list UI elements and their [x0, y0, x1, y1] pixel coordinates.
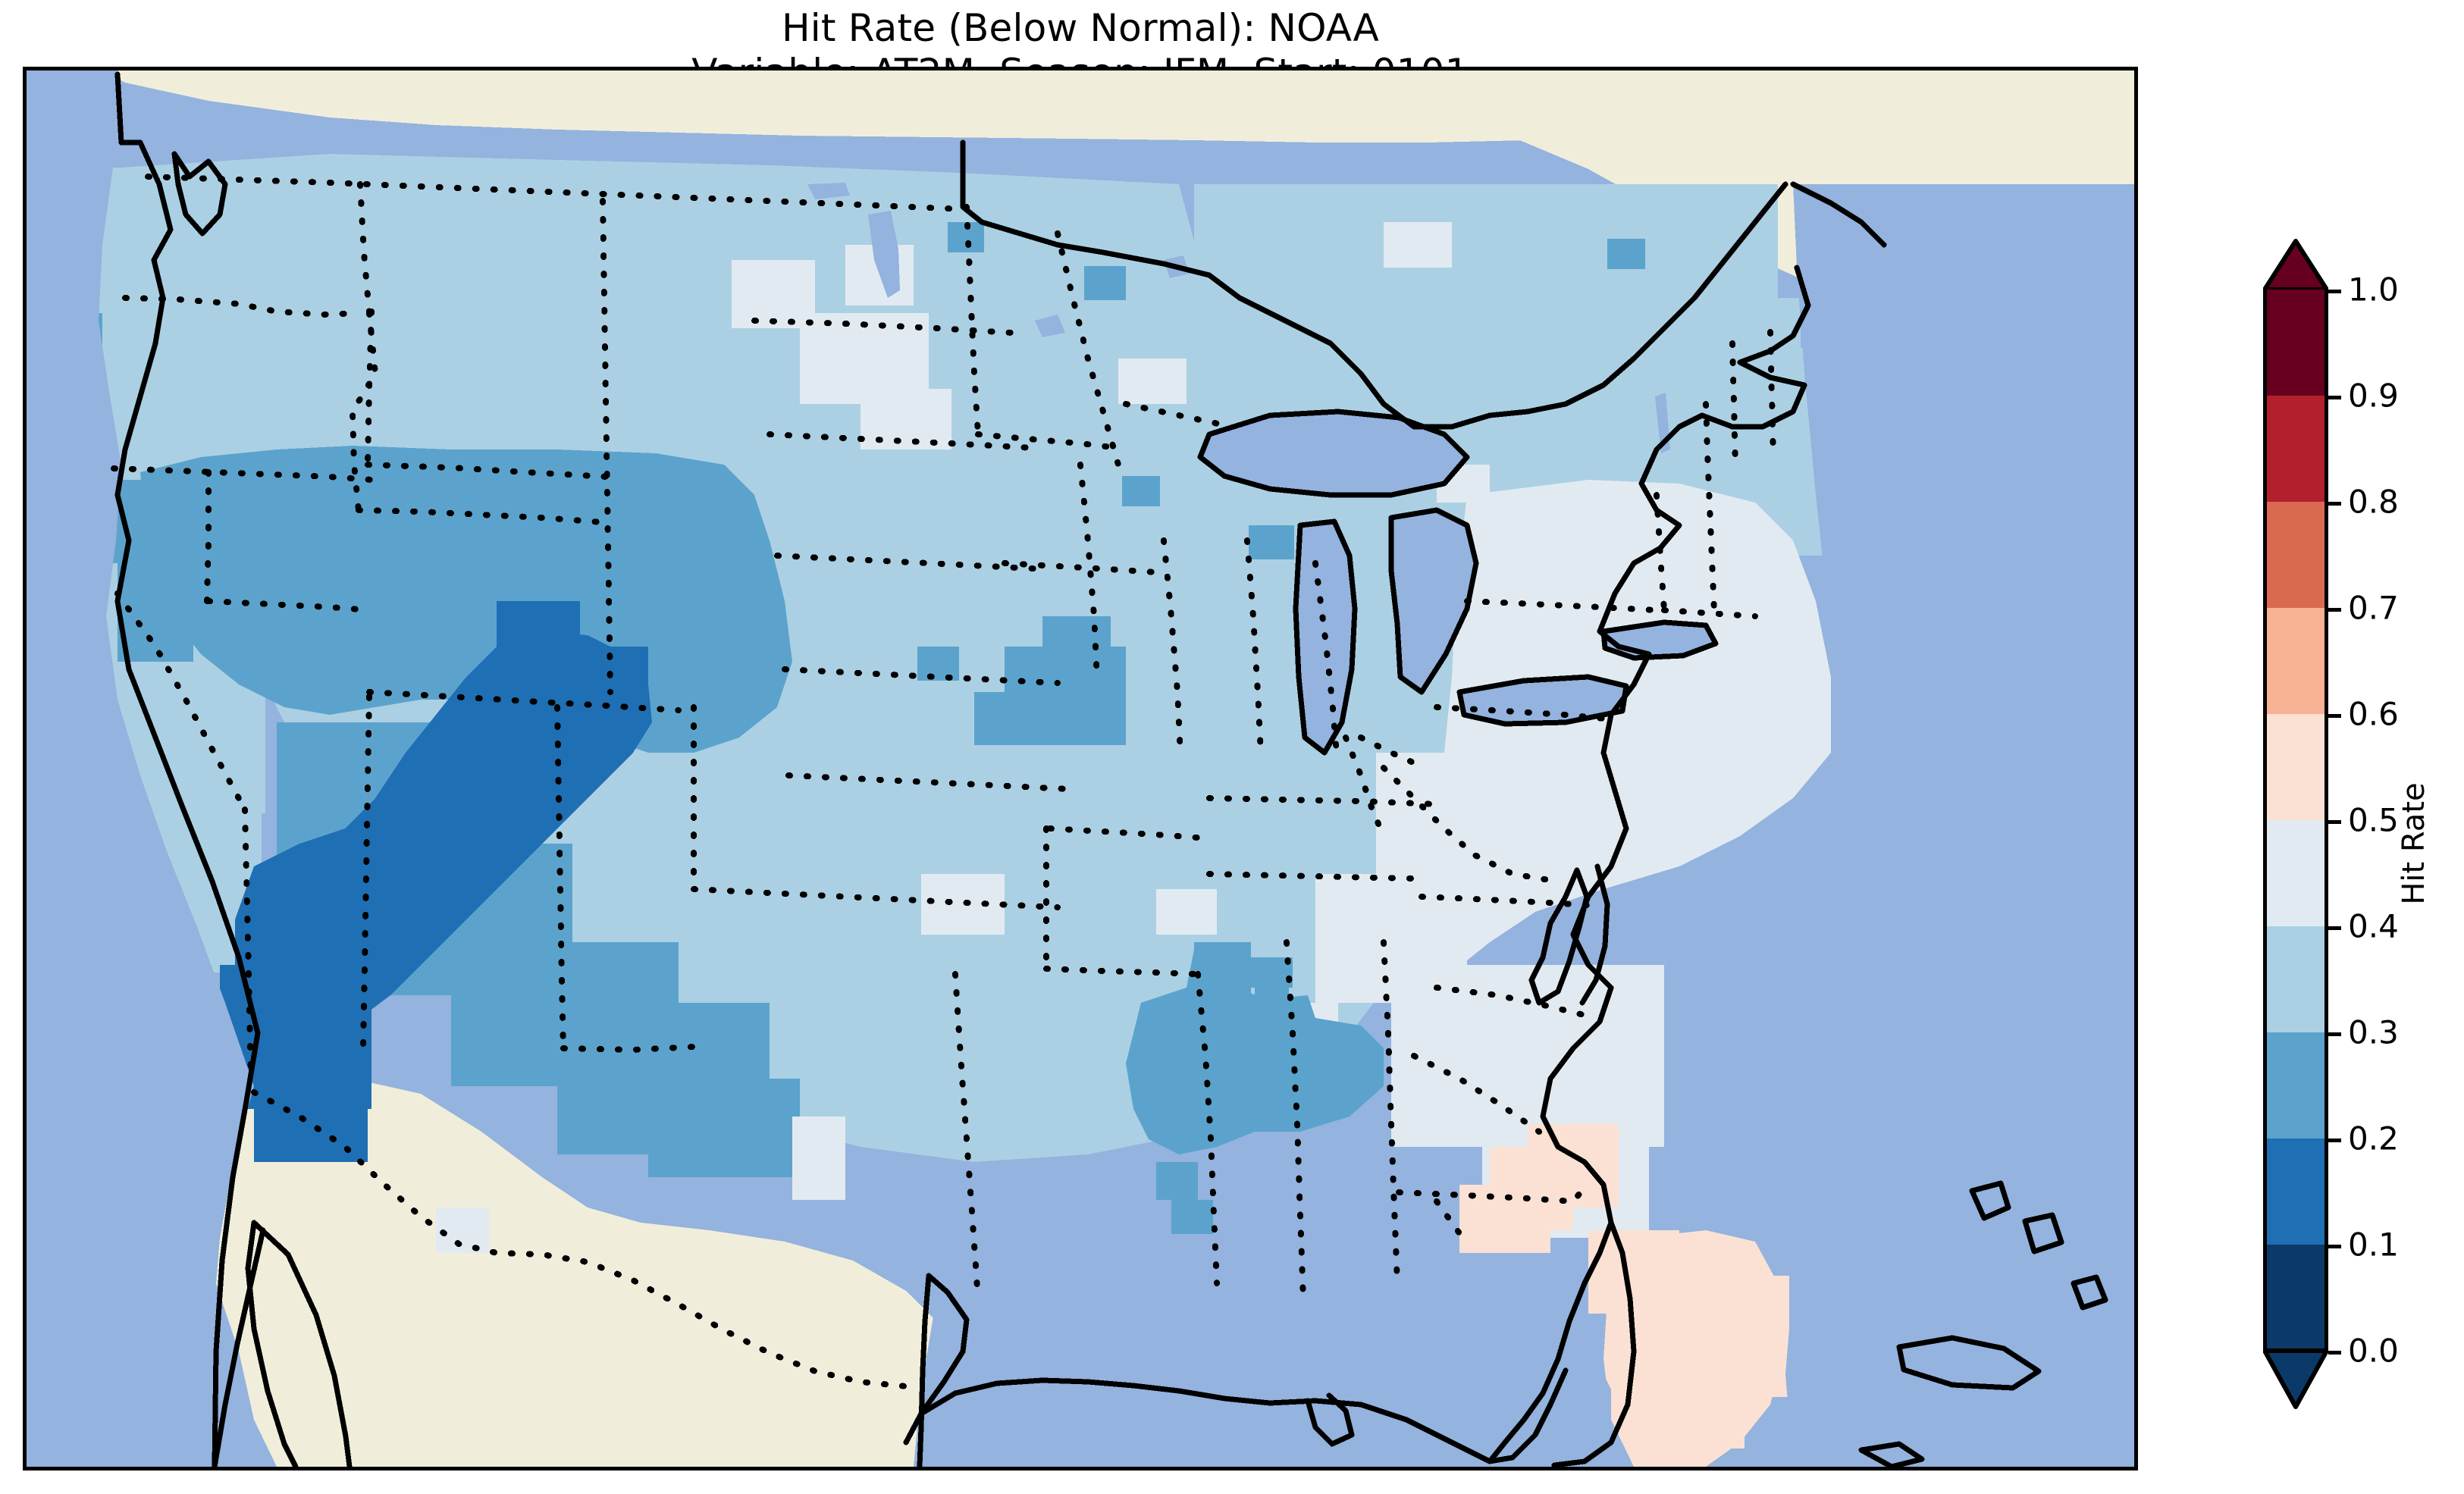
water-overlay-layer [27, 70, 2134, 1467]
colorbar-tick [2328, 608, 2341, 612]
colorbar-tick [2328, 926, 2341, 930]
colorbar-tick-label: 0.7 [2348, 589, 2399, 627]
grid-cell [1744, 1276, 1789, 1397]
colorbar-tick-label: 0.2 [2348, 1120, 2399, 1157]
lake-erie [1459, 677, 1626, 724]
colorbar-tick-label: 0.6 [2348, 695, 2399, 733]
map-canvas [27, 70, 2134, 1467]
grid-cell [1171, 1200, 1213, 1234]
grid-cell [1607, 239, 1645, 269]
grid-cell [1194, 942, 1251, 995]
colorbar-tick-label: 0.4 [2348, 907, 2399, 945]
colorbar-tick-label: 0.1 [2348, 1226, 2399, 1264]
grid-cell [550, 647, 648, 707]
grid-cell [618, 556, 724, 616]
colorbar-tick-label: 0.0 [2348, 1332, 2399, 1370]
grid-cell [1720, 1427, 1745, 1449]
colorbar-tick [2328, 1245, 2341, 1248]
lake-superior [1200, 412, 1467, 495]
colorbar-tick-label: 0.8 [2348, 483, 2399, 521]
colorbar-gradient [2263, 227, 2328, 1425]
grid-cell [861, 389, 951, 449]
coastline-layer [114, 71, 2108, 1467]
grid-cell [1118, 359, 1187, 404]
colorbar[interactable]: 1.0 0.9 0.8 0.7 0.6 0.5 0.4 0.3 0.2 0.1 … [2263, 227, 2453, 1425]
chart-title-line-1: Hit Rate (Below Normal): NOAA [781, 6, 1379, 50]
grid-cell [1249, 525, 1294, 559]
colorbar-tick [2328, 714, 2341, 718]
colorbar-tick [2328, 290, 2341, 293]
colorbar-tick-label: 0.9 [2348, 377, 2399, 415]
grid-cell [1084, 266, 1126, 300]
colorbar-tick [2328, 502, 2341, 506]
grid-cell [1042, 616, 1111, 658]
lake-small-2 [1035, 315, 1065, 337]
grid-cell [792, 1117, 845, 1200]
grid-cell [648, 1079, 800, 1177]
grid-band-0.2-0.3-deep-south [1126, 950, 1384, 1154]
colorbar-tick [2328, 1351, 2341, 1355]
grid-cell [917, 647, 959, 681]
colorbar-tick [2328, 1032, 2341, 1036]
colorbar-tick-label: 0.3 [2348, 1013, 2399, 1051]
grid-cell [1156, 889, 1217, 935]
lake-huron [1391, 510, 1476, 692]
grid-cell [1156, 1162, 1198, 1200]
map-axes[interactable] [23, 67, 2138, 1471]
grid-cell [1688, 1427, 1713, 1449]
lake-small-1 [807, 183, 850, 199]
grid-cell [1566, 184, 1778, 381]
colorbar-tick-label: 0.5 [2348, 801, 2399, 839]
colorbar-tick [2328, 820, 2341, 824]
lake-winnipeg [868, 211, 900, 298]
grid-cell [1122, 476, 1160, 506]
colorbar-axis-label: Hit Rate [2397, 782, 2431, 905]
grid-cell [1384, 222, 1452, 268]
grid-cell [974, 692, 1027, 745]
grid-cell [1255, 973, 1289, 999]
grid-cell [1657, 1427, 1681, 1449]
colorbar-tick-label: 1.0 [2348, 271, 2399, 309]
grid-cell [921, 874, 1005, 935]
colorbar-tick [2328, 1139, 2341, 1142]
grid-band-0.1-0.2-nm-core [235, 631, 652, 1033]
border-layer [111, 174, 1776, 1389]
colorbar-tick [2328, 396, 2341, 399]
